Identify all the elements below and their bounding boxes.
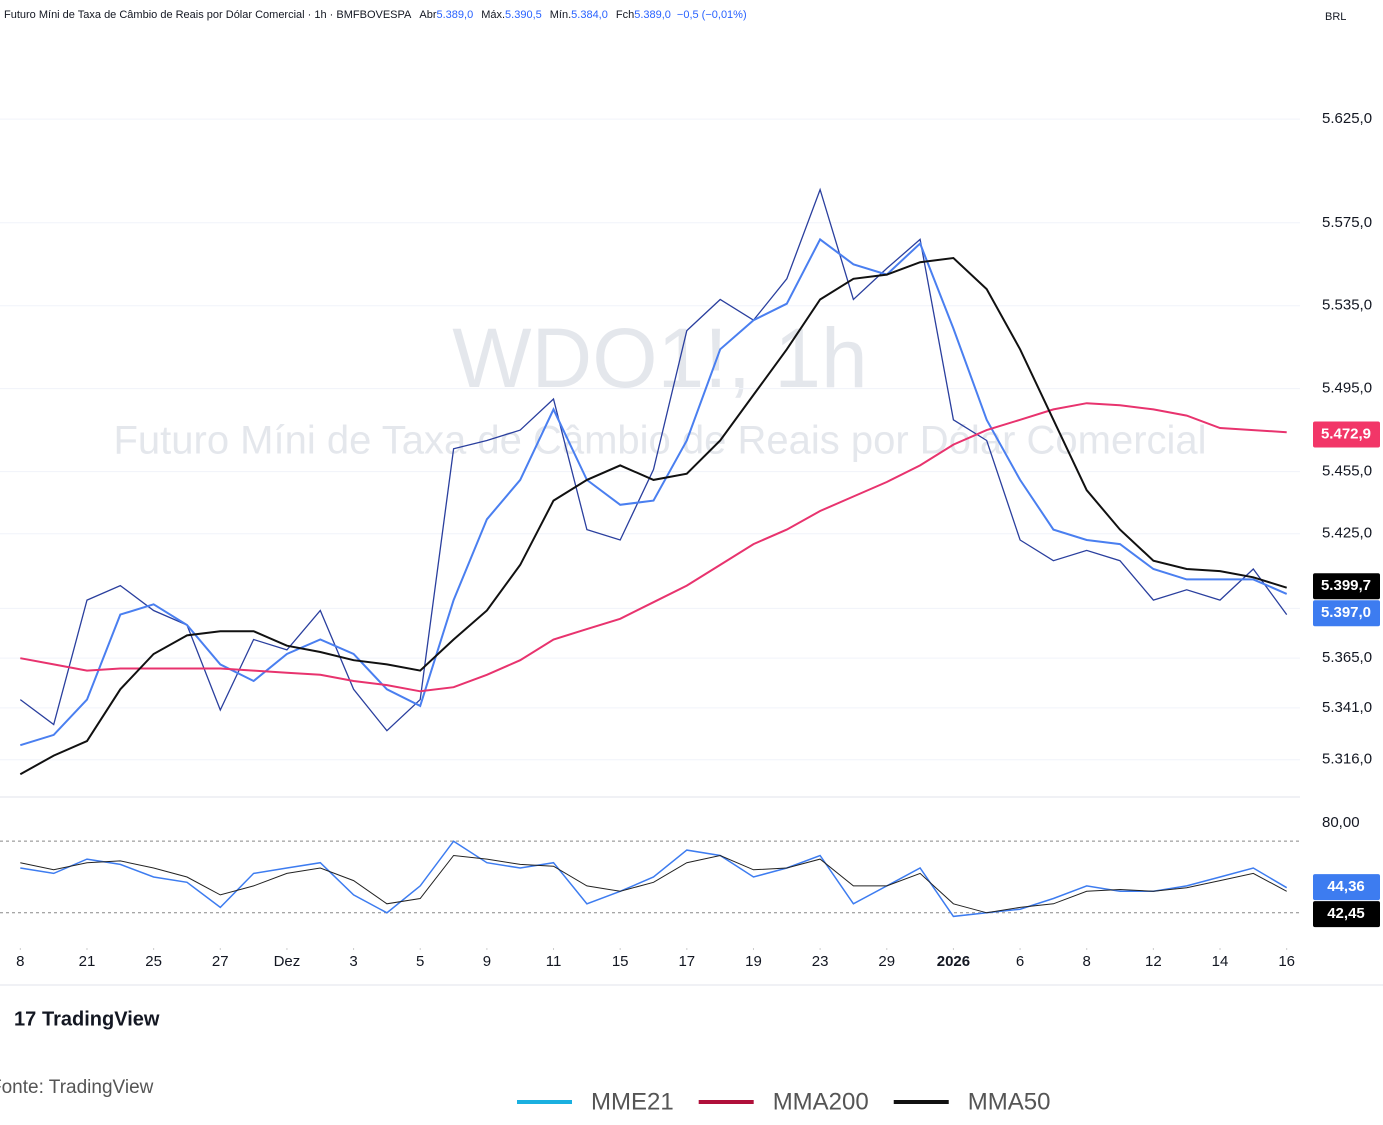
x-tick-label: 16 xyxy=(1278,953,1295,970)
legend: MME21 MMA200 MMA50 xyxy=(517,1088,1050,1115)
brand: 17 TradingView xyxy=(14,1008,160,1030)
legend-label: MMA50 xyxy=(968,1088,1051,1115)
moving-average xyxy=(19,256,1287,776)
ohlc-value: 5.389,0 xyxy=(634,9,671,21)
header: Futuro Míni de Taxa de Câmbio de Reais p… xyxy=(4,9,747,21)
last-value-label: 5.397,0 xyxy=(1321,604,1371,621)
x-tick-label: 23 xyxy=(812,953,829,970)
x-tick-label: 3 xyxy=(349,953,357,970)
x-tick-label: 5 xyxy=(416,953,424,970)
last-value-tag xyxy=(1313,421,1380,448)
y-tick-label: 5.625,0 xyxy=(1322,110,1372,127)
y-tick-label: 5.535,0 xyxy=(1322,297,1372,314)
x-tick-label: 19 xyxy=(745,953,762,970)
moving-average xyxy=(20,402,1287,693)
y-tick-label: 5.316,0 xyxy=(1322,751,1372,768)
legend-label: MMA200 xyxy=(773,1088,869,1115)
x-tick-label: 9 xyxy=(483,953,491,970)
x-tick-label: 12 xyxy=(1145,953,1162,970)
header-text: Futuro Míni de Taxa de Câmbio de Reais p… xyxy=(4,9,747,21)
x-tick-label: 21 xyxy=(79,953,96,970)
y-tick-label: 5.575,0 xyxy=(1322,214,1372,231)
brand-logo: 17 xyxy=(14,1008,36,1030)
ohlc-label: Abr xyxy=(419,9,436,21)
y-tick-label: 80,00 xyxy=(1322,814,1360,831)
ohlc-label: Mín. xyxy=(550,9,571,21)
last-value-tag xyxy=(1313,874,1380,901)
y-tick-label: 5.425,0 xyxy=(1322,525,1372,542)
last-value-tag xyxy=(1313,901,1380,928)
last-value-tag xyxy=(1313,573,1380,600)
last-value-label: 42,45 xyxy=(1327,905,1365,922)
y-tick-label: 5.365,0 xyxy=(1322,649,1372,666)
price-line xyxy=(19,187,1288,732)
last-value-tag xyxy=(1313,600,1380,627)
x-tick-label: 8 xyxy=(1083,953,1091,970)
last-value-label: 5.399,7 xyxy=(1321,577,1371,594)
x-tick-label: 27 xyxy=(212,953,229,970)
ohlc-label: Máx. xyxy=(481,9,505,21)
y-tick-label: 5.495,0 xyxy=(1322,380,1372,397)
x-tick-label: 29 xyxy=(878,953,895,970)
change: −0,5 (−0,01%) xyxy=(677,9,747,21)
x-tick-label: 14 xyxy=(1212,953,1229,970)
x-tick-label: 8 xyxy=(16,953,24,970)
title: Futuro Míni de Taxa de Câmbio de Reais p… xyxy=(4,9,412,21)
source: Fonte: TradingView xyxy=(0,1077,154,1098)
x-tick-label: 11 xyxy=(546,953,562,970)
rsi-line xyxy=(20,854,1287,914)
currency: BRL xyxy=(1325,11,1346,23)
brand-name: TradingView xyxy=(42,1008,160,1030)
y-tick-label: 5.341,0 xyxy=(1322,699,1372,716)
ohlc-value: 5.390,5 xyxy=(505,9,542,21)
x-tick-label: 17 xyxy=(678,953,695,970)
ohlc-label: Fch xyxy=(616,9,634,21)
rsi-line xyxy=(20,840,1288,918)
last-value-label: 44,36 xyxy=(1327,878,1365,895)
x-tick-label: 15 xyxy=(612,953,629,970)
watermark-symbol: WDO1!, 1h xyxy=(452,311,867,405)
x-tick-label: 2026 xyxy=(937,953,970,970)
legend-label: MME21 xyxy=(591,1088,674,1115)
ohlc-value: 5.389,0 xyxy=(437,9,474,21)
x-tick-label: Dez xyxy=(274,953,301,970)
y-tick-label: 5.455,0 xyxy=(1322,463,1372,480)
x-tick-label: 6 xyxy=(1016,953,1024,970)
last-value-label: 5.472,9 xyxy=(1321,425,1371,442)
ohlc-value: 5.384,0 xyxy=(571,9,608,21)
x-tick-label: 25 xyxy=(145,953,162,970)
